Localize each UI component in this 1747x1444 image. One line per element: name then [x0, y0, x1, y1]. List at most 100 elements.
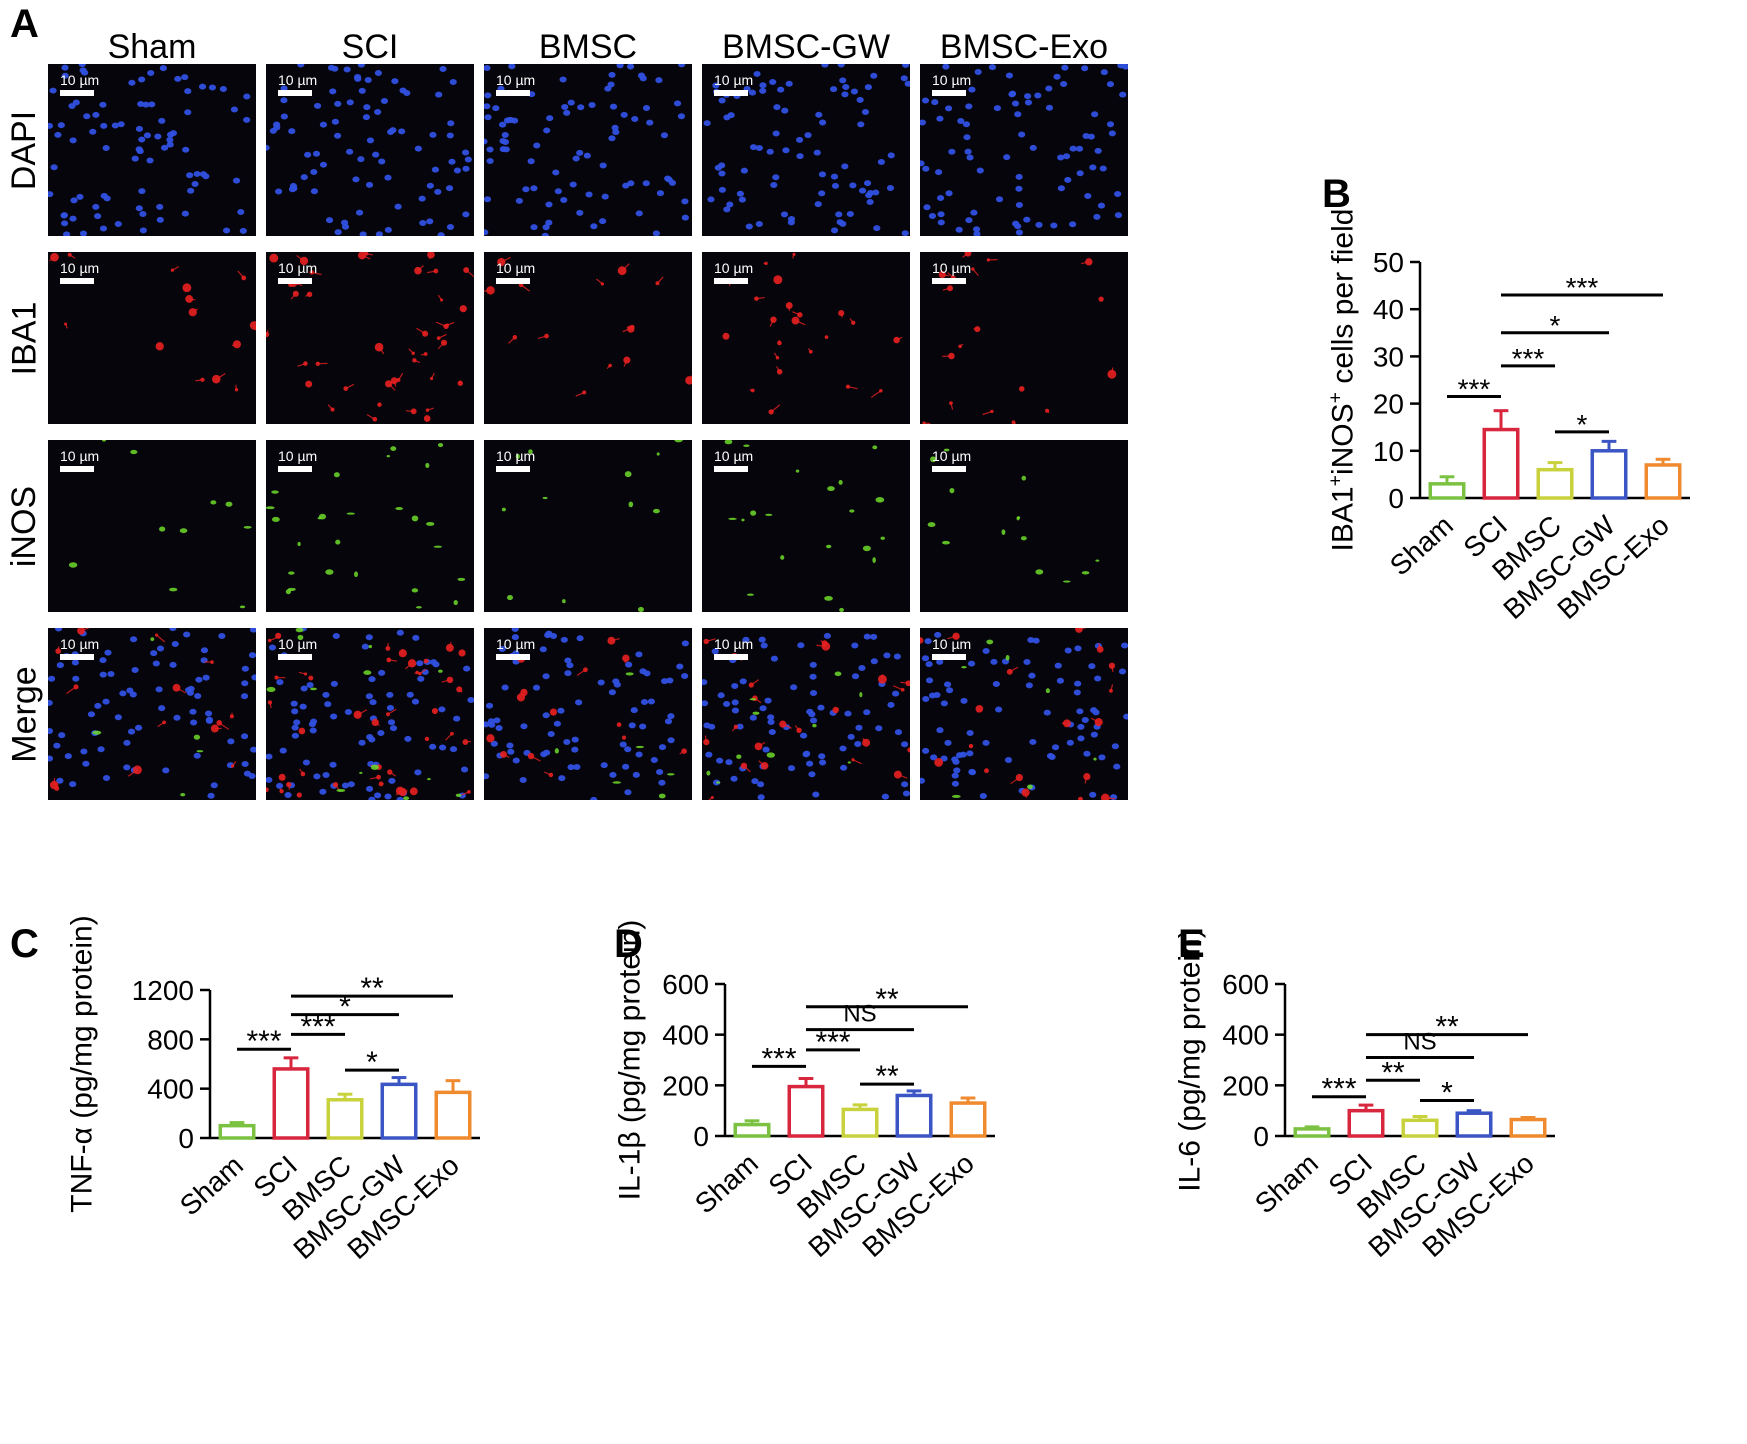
micrograph-inos-bmsc-gw: 10 µm [702, 440, 910, 612]
scale-bar: 10 µm [932, 636, 971, 660]
significance-label: * [1550, 310, 1561, 341]
scale-bar-label: 10 µm [278, 636, 318, 652]
scale-bar-label: 10 µm [932, 260, 972, 276]
scale-bar-line [278, 654, 312, 660]
micrograph-merge-bmsc-exo: 10 µm [920, 628, 1128, 800]
y-tick-label: 0 [1253, 1121, 1269, 1152]
chart-c: 0 400 800 1200 Sham SCI BMSC BMSC-GW BMSC-Exo ***… [60, 915, 530, 1440]
y-tick-label: 0 [693, 1121, 709, 1152]
y-tick-label: 30 [1373, 341, 1404, 372]
bar-sci [1347, 1108, 1385, 1138]
scale-bar: 10 µm [932, 448, 971, 472]
scale-bar: 10 µm [278, 72, 317, 96]
y-axis-label: IL-1β (pg/mg protein) [612, 919, 646, 1201]
scale-bar-line [714, 654, 748, 660]
micrograph-merge-sci: 10 µm [266, 628, 474, 800]
significance-label: ** [875, 1060, 899, 1093]
scale-bar-label: 10 µm [714, 260, 754, 276]
significance-label: NS [843, 1001, 876, 1028]
micrograph-inos-bmsc: 10 µm [484, 440, 692, 612]
bar-sham [218, 1123, 256, 1140]
scale-bar-line [60, 654, 94, 660]
scale-bar-label: 10 µm [496, 448, 536, 464]
micrograph-inos-bmsc-exo: 10 µm [920, 440, 1128, 612]
scale-bar: 10 µm [714, 636, 753, 660]
y-tick-label: 600 [1222, 969, 1269, 1000]
micrograph-dapi-bmsc-exo: 10 µm [920, 64, 1128, 236]
significance-label: ** [1381, 1056, 1405, 1089]
scale-bar: 10 µm [496, 448, 535, 472]
scale-bar-line [278, 278, 312, 284]
scale-bar: 10 µm [278, 260, 317, 284]
micrograph-iba1-sci: 10 µm [266, 252, 474, 424]
row-label-iba1: IBA1 [0, 242, 50, 434]
x-tick-label-sham: Sham [1249, 1147, 1324, 1219]
y-axis-label: IBA1+iNOS+ cells per field [1324, 209, 1360, 552]
bar-bmsc-gw [380, 1082, 418, 1140]
scale-bar-label: 10 µm [60, 636, 100, 652]
scale-bar-label: 10 µm [496, 72, 536, 88]
bar-bmsc-exo [434, 1090, 472, 1140]
x-tick-label-sham: Sham [689, 1147, 764, 1219]
chart-svg: 04008001200ShamSCIBMSCBMSC-GWBMSC-Exo***… [132, 972, 480, 1265]
column-header-sci: SCI [341, 28, 399, 66]
significance-label: *** [1458, 374, 1491, 405]
scale-bar-label: 10 µm [714, 636, 754, 652]
scale-bar-label: 10 µm [278, 72, 318, 88]
bar-sham [733, 1122, 771, 1138]
scale-bar-label: 10 µm [278, 448, 318, 464]
scale-bar: 10 µm [60, 260, 99, 284]
scale-bar: 10 µm [496, 260, 535, 284]
scale-bar: 10 µm [60, 448, 99, 472]
significance-label: *** [1512, 343, 1545, 374]
scale-bar-label: 10 µm [932, 636, 972, 652]
y-tick-label: 40 [1373, 294, 1404, 325]
bar-sham [1293, 1127, 1331, 1138]
bar-bmsc [326, 1098, 364, 1140]
scale-bar-label: 10 µm [278, 260, 318, 276]
scale-bar: 10 µm [714, 260, 753, 284]
y-axis-label-part: iNOS [1325, 403, 1359, 476]
scale-bar-label: 10 µm [60, 72, 100, 88]
row-label-inos: iNOS [0, 430, 50, 622]
scale-bar-line [932, 278, 966, 284]
y-tick-label: 400 [662, 1020, 709, 1051]
scale-bar-line [278, 466, 312, 472]
micrograph-merge-sham: 10 µm [48, 628, 256, 800]
scale-bar: 10 µm [932, 260, 971, 284]
micrograph-dapi-bmsc-gw: 10 µm [702, 64, 910, 236]
scale-bar: 10 µm [496, 72, 535, 96]
bar-bmsc-gw [1455, 1111, 1493, 1138]
scale-bar: 10 µm [60, 72, 99, 96]
scale-bar-line [932, 466, 966, 472]
significance-label: * [366, 1046, 378, 1079]
y-tick-label: 50 [1373, 247, 1404, 278]
micrograph-iba1-bmsc-exo: 10 µm [920, 252, 1128, 424]
y-tick-label: 20 [1373, 389, 1404, 420]
scale-bar: 10 µm [496, 636, 535, 660]
bar-sham [1428, 482, 1466, 500]
row-label-text: IBA1 [5, 301, 44, 375]
y-tick-label: 600 [662, 969, 709, 1000]
significance-label: ** [360, 972, 384, 1005]
significance-label: *** [246, 1025, 281, 1058]
scale-bar-line [60, 466, 94, 472]
y-axis-label: TNF-α (pg/mg protein) [65, 915, 99, 1213]
scale-bar: 10 µm [714, 72, 753, 96]
significance-label: *** [1321, 1073, 1356, 1106]
scale-bar-label: 10 µm [932, 448, 972, 464]
bar-sci [787, 1084, 825, 1138]
column-header-bmsc: BMSC [538, 28, 638, 66]
row-label-dapi: DAPI [0, 54, 50, 246]
y-tick-label: 0 [178, 1123, 194, 1154]
scale-bar-line [932, 654, 966, 660]
chart-e: 0 200 400 600 Sham SCI BMSC BMSC-GW BMSC-Exo *** *… [1173, 928, 1650, 1440]
scale-bar-label: 10 µm [714, 448, 754, 464]
bar-bmsc-exo [1644, 463, 1682, 500]
row-label-text: DAPI [5, 110, 44, 190]
scale-bar-line [496, 654, 530, 660]
micrograph-inos-sci: 10 µm [266, 440, 474, 612]
scale-bar: 10 µm [278, 636, 317, 660]
